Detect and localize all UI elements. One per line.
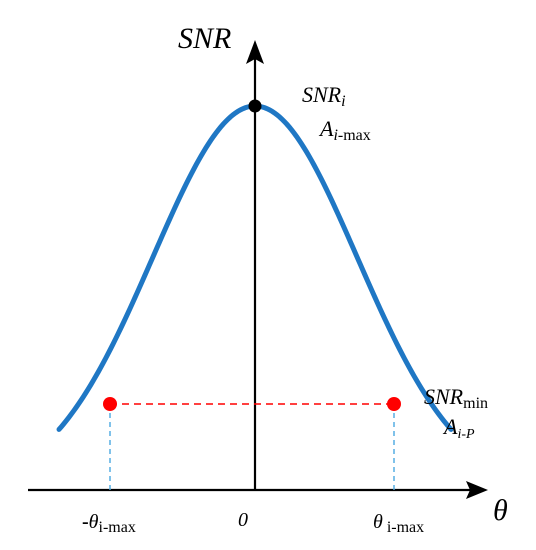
peak-snr-main: SNR <box>302 82 342 107</box>
peak-amp-label: Ai-max <box>318 116 371 144</box>
threshold-point-right <box>387 397 401 411</box>
peak-amp-main: A <box>318 116 334 141</box>
tick-left-sign: - <box>82 511 89 533</box>
tick-right-sub: i-max <box>383 519 424 536</box>
x-axis-arrowhead <box>466 481 488 499</box>
threshold-point-left <box>103 397 117 411</box>
peak-amp-sub-italic: i <box>333 127 337 144</box>
x-axis-label: θ <box>493 494 508 527</box>
peak-snr-label: SNRi <box>302 82 346 110</box>
x-axis-label-text: θ <box>493 494 508 527</box>
threshold-snr-sub: min <box>463 395 488 412</box>
threshold-snr-main: SNR <box>424 384 464 409</box>
tick-center-label: 0 <box>238 509 248 531</box>
tick-left-sub: i-max <box>99 519 136 536</box>
threshold-amp-sub: i-P <box>457 427 475 442</box>
y-axis-label-text: SNR <box>178 22 231 55</box>
peak-amp-sub-plain: -max <box>338 127 371 144</box>
tick-right-label: θ i-max <box>373 511 424 536</box>
tick-left-label: -θi-max <box>82 511 136 536</box>
peak-snr-sub: i <box>341 93 345 110</box>
tick-center-text: 0 <box>238 509 248 531</box>
tick-right-symbol: θ <box>373 511 383 533</box>
threshold-amp-main: A <box>442 414 458 439</box>
threshold-amp-label: Ai-P <box>442 414 475 442</box>
tick-left-symbol: θ <box>89 511 99 533</box>
threshold-snr-label: SNRmin <box>424 384 488 412</box>
y-axis-label: SNR <box>178 22 231 55</box>
y-axis-arrowhead <box>246 40 264 64</box>
peak-point <box>248 99 262 113</box>
